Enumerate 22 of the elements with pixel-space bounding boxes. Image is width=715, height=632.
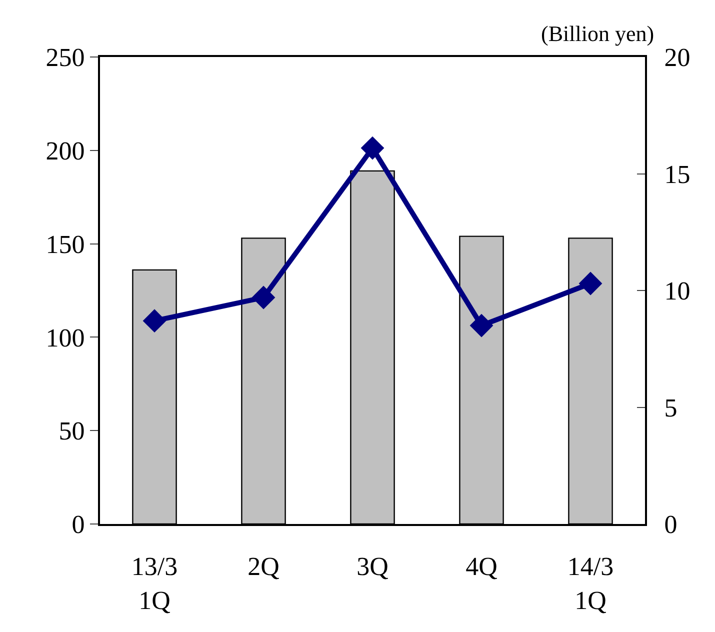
- y-tick-label: 250: [46, 43, 85, 72]
- point: [578, 272, 602, 296]
- x-tick-label: 13/3 1Q: [131, 552, 178, 615]
- y-tick-label: 200: [46, 136, 85, 166]
- y-tick-label: 50: [58, 416, 85, 446]
- x-tick-label: 14/3 1Q: [567, 552, 614, 615]
- point: [142, 309, 166, 333]
- text: (Billion yen): [541, 21, 654, 46]
- y-tick-label: 150: [46, 230, 85, 259]
- x-tick-label: 2Q: [248, 552, 280, 582]
- y2-tick-label: 10: [664, 276, 690, 306]
- point: [252, 286, 276, 310]
- y2-tick-label: 20: [664, 43, 690, 72]
- y-tick-label: 100: [46, 323, 85, 352]
- point: [360, 136, 384, 160]
- x-tick-label: 4Q: [466, 552, 498, 582]
- x-tick-label: 3Q: [356, 552, 389, 582]
- point: [470, 314, 494, 338]
- y2-tick-label: 5: [664, 393, 678, 422]
- y2-tick-label: 0: [664, 510, 678, 540]
- y2-tick-label: 15: [664, 160, 690, 189]
- y-tick-label: 0: [72, 510, 85, 540]
